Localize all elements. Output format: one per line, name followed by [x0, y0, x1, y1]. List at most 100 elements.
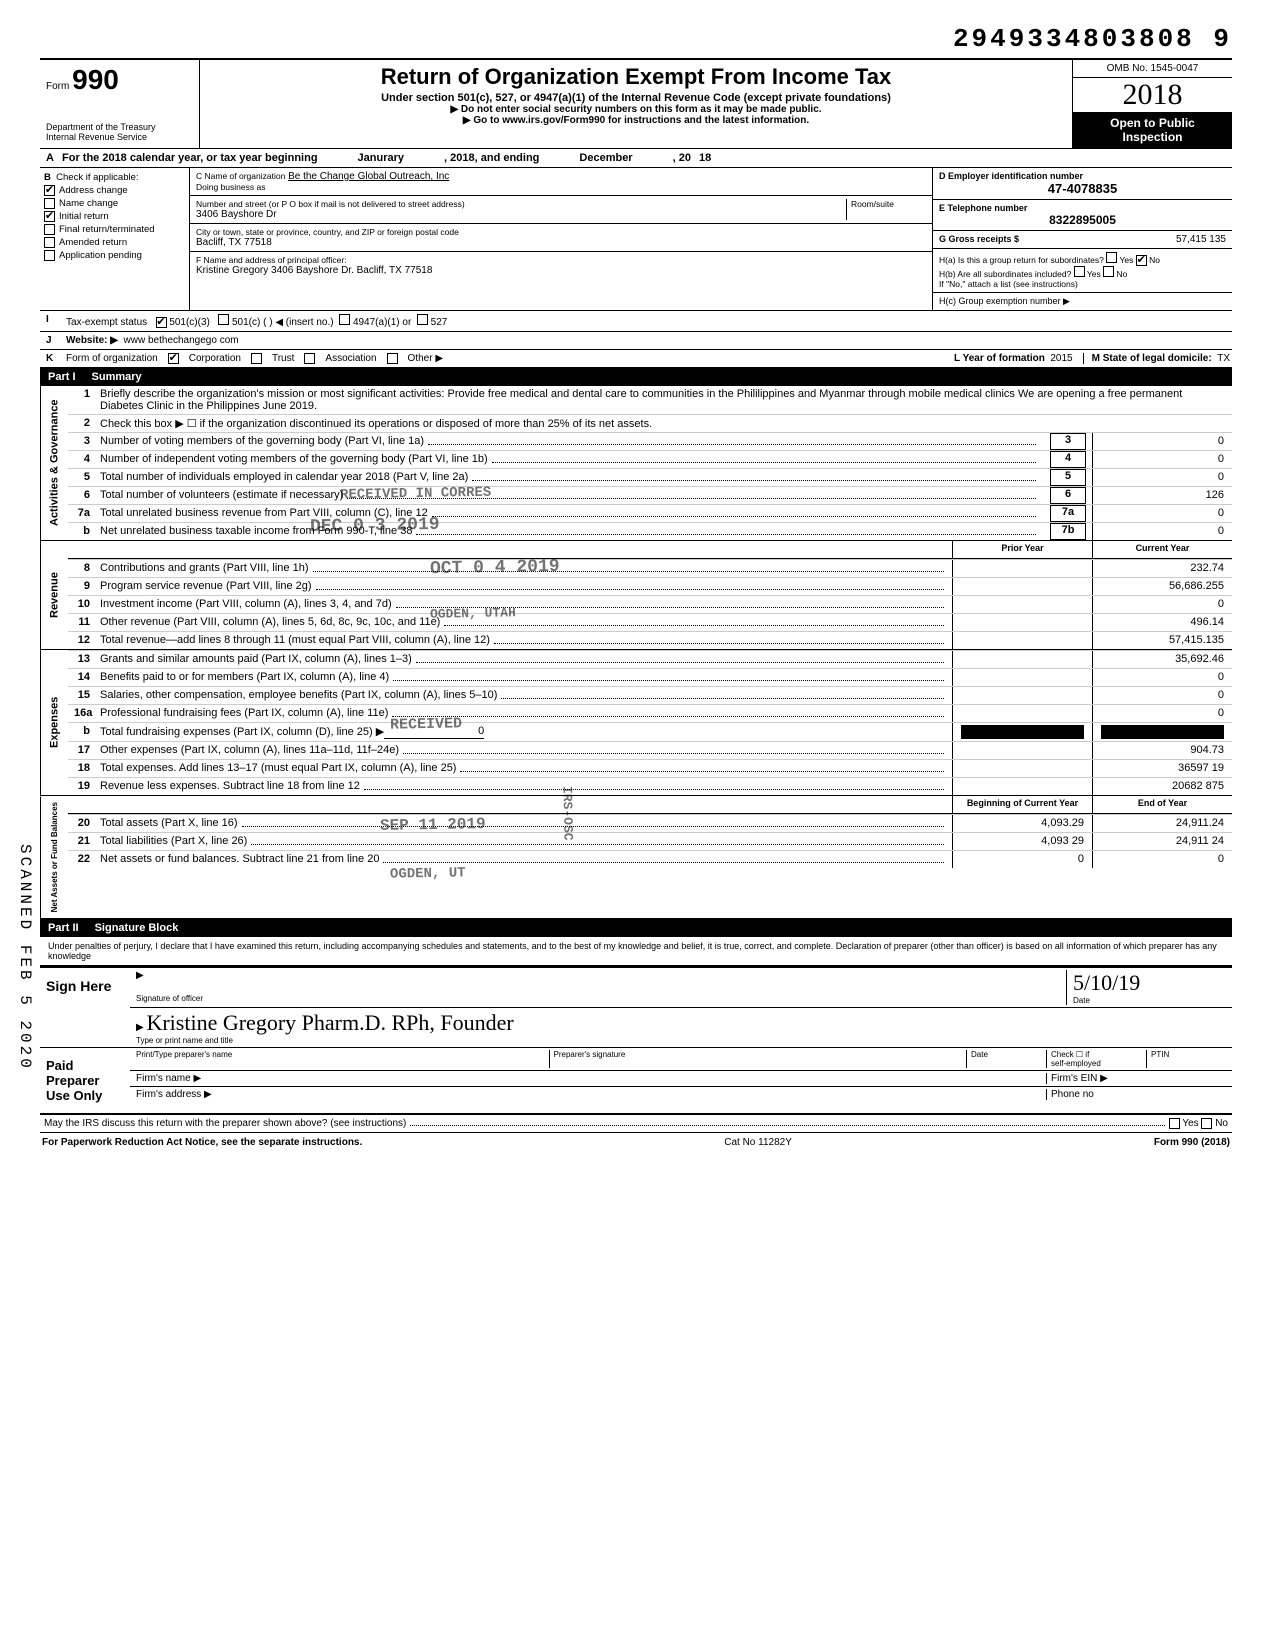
- paid-col3: Date: [966, 1050, 1046, 1068]
- exp-num: b: [68, 723, 96, 741]
- corp-checkbox[interactable]: ✔: [168, 353, 179, 364]
- website-label: Website: ▶: [66, 335, 118, 346]
- checkbox-amended[interactable]: [44, 237, 55, 248]
- form-title: Return of Organization Exempt From Incom…: [206, 64, 1066, 90]
- exp-current: 35,692.46: [1092, 651, 1232, 668]
- hb-yes-checkbox[interactable]: [1074, 266, 1085, 277]
- opt-corp: Corporation: [189, 353, 241, 364]
- exp-current: 0: [1092, 669, 1232, 686]
- phone-label: Phone no: [1046, 1089, 1226, 1100]
- opt-assoc: Association: [325, 353, 376, 364]
- gov-num: 6: [68, 487, 96, 504]
- c-name-label: C Name of organization: [196, 171, 285, 181]
- other-checkbox[interactable]: [387, 353, 398, 364]
- line-a-text1: For the 2018 calendar year, or tax year …: [62, 152, 318, 164]
- ha-yes-checkbox[interactable]: [1106, 252, 1117, 263]
- city-value: Bacliff, TX 77518: [196, 237, 926, 248]
- 4947-checkbox[interactable]: [339, 314, 350, 325]
- document-number: 2949334803808 9: [40, 24, 1232, 54]
- gov-text: Net unrelated business taxable income fr…: [96, 523, 1044, 540]
- tel-value: 8322895005: [939, 213, 1226, 227]
- open-public-2: Inspection: [1075, 130, 1230, 144]
- ha-no-checkbox[interactable]: ✔: [1136, 255, 1147, 266]
- discuss-no-checkbox[interactable]: [1201, 1118, 1212, 1129]
- form-org-label: Form of organization: [66, 353, 158, 364]
- gov-num: b: [68, 523, 96, 540]
- part2-title: Part II: [48, 922, 79, 934]
- discuss-yes-checkbox[interactable]: [1169, 1118, 1180, 1129]
- exp-text: Grants and similar amounts paid (Part IX…: [96, 651, 952, 668]
- form-subtitle-1: Under section 501(c), 527, or 4947(a)(1)…: [206, 92, 1066, 104]
- net-end: 24,911.24: [1092, 815, 1232, 832]
- rev-current: 496.14: [1092, 614, 1232, 631]
- line-a-month2: December: [579, 152, 632, 164]
- checkbox-final-return[interactable]: [44, 224, 55, 235]
- addr-value: 3406 Bayshore Dr: [196, 209, 846, 220]
- rev-num: 10: [68, 596, 96, 613]
- 527-checkbox[interactable]: [417, 314, 428, 325]
- opt-501c3: 501(c)(3): [169, 317, 210, 328]
- checkbox-initial-return[interactable]: ✔: [44, 211, 55, 222]
- net-begin: 4,093.29: [952, 815, 1092, 832]
- gov-val: 126: [1092, 487, 1232, 504]
- gov-box: 5: [1050, 469, 1086, 486]
- rev-prior: [952, 614, 1092, 631]
- exp-prior: [952, 669, 1092, 686]
- part1-header: Part I Summary: [40, 368, 1232, 386]
- gov-box: 7a: [1050, 505, 1086, 522]
- checkbox-pending[interactable]: [44, 250, 55, 261]
- assoc-checkbox[interactable]: [304, 353, 315, 364]
- hb-no-checkbox[interactable]: [1103, 266, 1114, 277]
- 501c-checkbox[interactable]: [218, 314, 229, 325]
- opt-501c-b: ) ◀ (insert no.): [269, 317, 333, 328]
- form-subtitle-2: ▶ Do not enter social security numbers o…: [206, 104, 1066, 115]
- exp-current: 36597 19: [1092, 760, 1232, 777]
- gov-text: Total unrelated business revenue from Pa…: [96, 505, 1044, 522]
- scanned-stamp: SCANNED FEB 5 2020: [16, 844, 34, 1071]
- checkbox-address-change[interactable]: ✔: [44, 185, 55, 196]
- addr-label: Number and street (or P O box if mail is…: [196, 199, 846, 209]
- net-begin: 0: [952, 851, 1092, 868]
- exp-current: [1092, 723, 1232, 741]
- sig-name: Kristine Gregory Pharm.D. RPh, Founder: [146, 1010, 513, 1035]
- gross-label: G Gross receipts $: [939, 234, 1019, 245]
- box-b-label: Check if applicable:: [56, 172, 138, 183]
- hb-label: H(b) Are all subordinates included?: [939, 269, 1071, 279]
- dept-treasury: Department of the Treasury: [46, 122, 193, 132]
- net-text: Total assets (Part X, line 16): [96, 815, 952, 832]
- exp-text: Revenue less expenses. Subtract line 18 …: [96, 778, 952, 795]
- ha-label: H(a) Is this a group return for subordin…: [939, 255, 1104, 265]
- net-end: 0: [1092, 851, 1232, 868]
- gov-val: 0: [1092, 505, 1232, 522]
- rev-num: 11: [68, 614, 96, 631]
- omb-number: OMB No. 1545-0047: [1073, 60, 1232, 78]
- net-num: 20: [68, 815, 96, 832]
- gov-num: 7a: [68, 505, 96, 522]
- gov-text: Number of voting members of the governin…: [96, 433, 1044, 450]
- checkbox-name-change[interactable]: [44, 198, 55, 209]
- exp-prior: [952, 705, 1092, 722]
- opt-initial-return: Initial return: [59, 211, 109, 222]
- side-expenses: Expenses: [40, 650, 68, 795]
- paid-col4a: Check ☐ if: [1051, 1050, 1146, 1059]
- gov-val: 0: [1092, 469, 1232, 486]
- rev-current: 232.74: [1092, 560, 1232, 577]
- exp-prior: [952, 687, 1092, 704]
- exp-num: 13: [68, 651, 96, 668]
- opt-trust: Trust: [272, 353, 294, 364]
- trust-checkbox[interactable]: [251, 353, 262, 364]
- rev-prior: [952, 596, 1092, 613]
- net-text: Net assets or fund balances. Subtract li…: [96, 851, 952, 868]
- opt-name-change: Name change: [59, 198, 118, 209]
- sign-here-label: Sign Here: [40, 968, 130, 1047]
- part2-subtitle: Signature Block: [95, 922, 179, 934]
- opt-501c: 501(c) (: [232, 317, 266, 328]
- jurat-text: Under penalties of perjury, I declare th…: [40, 937, 1232, 966]
- exp-text: Other expenses (Part IX, column (A), lin…: [96, 742, 952, 759]
- 501c3-checkbox[interactable]: ✔: [156, 317, 167, 328]
- line2-text: Check this box ▶ ☐ if the organization d…: [96, 415, 1232, 432]
- opt-amended: Amended return: [59, 237, 127, 248]
- gov-val: 0: [1092, 433, 1232, 450]
- m-value: TX: [1217, 353, 1230, 364]
- exp-current: 904.73: [1092, 742, 1232, 759]
